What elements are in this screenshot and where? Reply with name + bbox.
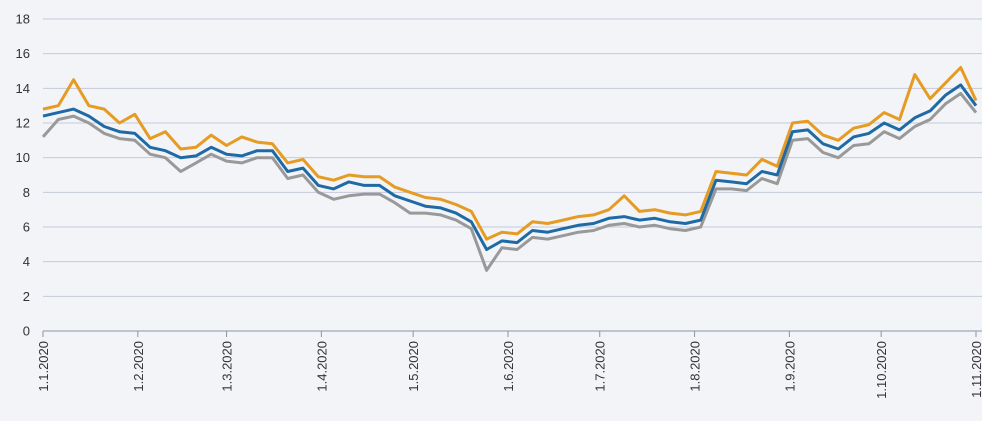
- y-tick-label: 0: [23, 324, 30, 339]
- y-tick-label: 4: [23, 254, 30, 269]
- y-tick-label: 12: [16, 116, 30, 131]
- y-tick-label: 10: [16, 150, 30, 165]
- x-tick-label: 1.10.2020: [874, 341, 889, 399]
- x-tick-label: 1.11.2020: [969, 341, 982, 398]
- y-tick-label: 8: [23, 185, 30, 200]
- series-line: [42, 83, 978, 251]
- series-line: [42, 66, 978, 241]
- x-tick-label: 1.4.2020: [314, 341, 329, 392]
- x-tick-label: 1.6.2020: [501, 341, 516, 392]
- x-tick-label: 1.1.2020: [36, 341, 51, 392]
- y-tick-label: 18: [16, 12, 30, 27]
- x-tick-label: 1.8.2020: [688, 341, 703, 392]
- y-tick-label: 6: [23, 220, 30, 235]
- x-tick-label: 1.2.2020: [131, 341, 146, 392]
- x-tick-label: 1.7.2020: [593, 341, 608, 392]
- x-tick-label: 1.9.2020: [782, 341, 797, 392]
- y-tick-label: 16: [16, 46, 30, 61]
- x-tick-label: 1.3.2020: [220, 341, 235, 392]
- y-tick-label: 14: [16, 81, 30, 96]
- x-tick-label: 1.5.2020: [406, 341, 421, 392]
- series-line: [41, 92, 978, 272]
- y-tick-label: 2: [23, 289, 30, 304]
